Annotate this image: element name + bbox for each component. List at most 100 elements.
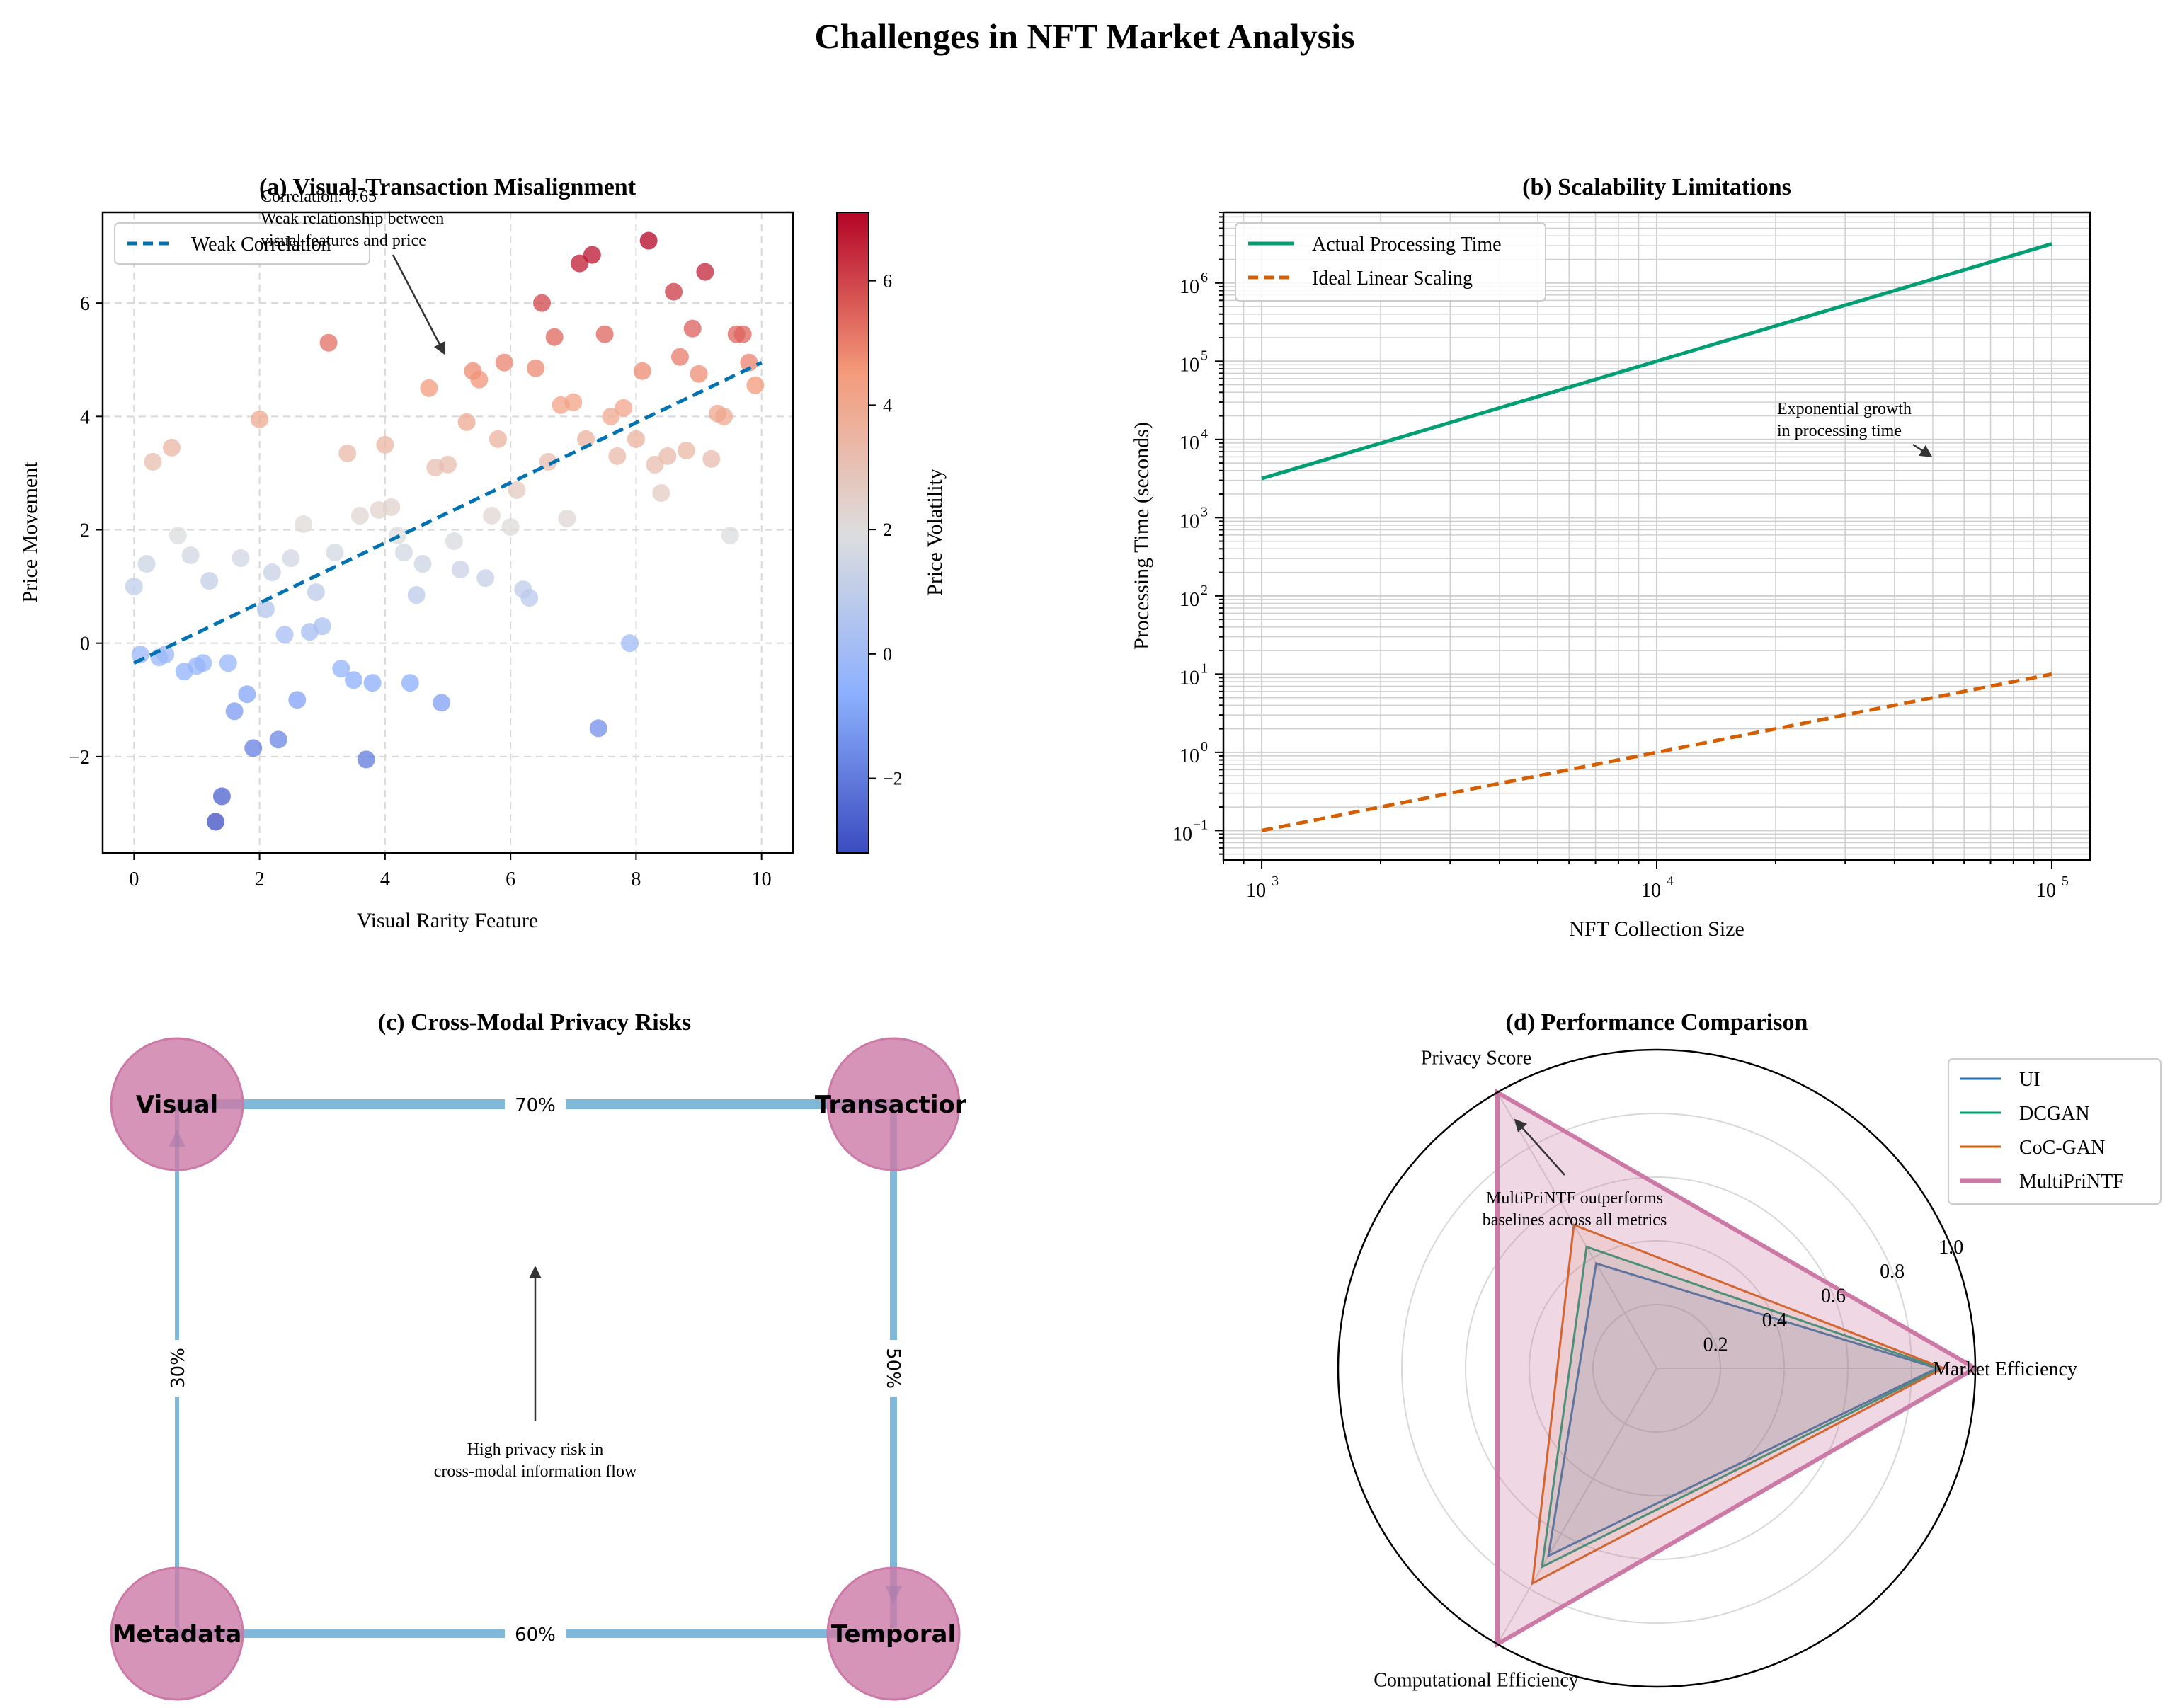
scatter-point bbox=[639, 231, 658, 250]
panel-b-ytick-exp-1: 0 bbox=[1201, 739, 1208, 755]
colorbar-tick-label-2: 2 bbox=[883, 520, 892, 540]
panel-d: (d) Performance Comparison 0.2 0.4 0.6 0.8 1… bbox=[1337, 1009, 2162, 1692]
panel-d-legend-label-3: CoC-GAN bbox=[2019, 1137, 2105, 1159]
scatter-point bbox=[690, 365, 708, 383]
panel-b-xtick-label-2: 10 bbox=[2036, 880, 2056, 902]
panel-b-ytick-exp-6: 5 bbox=[1201, 348, 1208, 363]
panel-a-ytick-label-4: 6 bbox=[80, 293, 90, 315]
panel-a-legend-box bbox=[114, 222, 370, 265]
radar-rtick-label-3: 0.8 bbox=[1880, 1261, 1905, 1283]
panel-b-xtick-label-0: 10 bbox=[1246, 880, 1266, 902]
scatter-point bbox=[163, 438, 181, 457]
panel-b-annotation-arrow bbox=[1912, 443, 1933, 458]
panel-b-grid bbox=[1223, 212, 2090, 860]
panel-d-legend-box bbox=[1948, 1058, 2162, 1205]
radar-rtick-label-4: 1.0 bbox=[1938, 1237, 1963, 1259]
radar-rtick-label-2: 0.6 bbox=[1821, 1285, 1846, 1307]
scatter-point bbox=[288, 691, 307, 709]
radar-fill-1 bbox=[1542, 1246, 1941, 1567]
radar-axis-label-2: Computational Efficiency bbox=[1374, 1670, 1579, 1692]
panel-b-annotation-line-1: Exponential growth bbox=[1777, 400, 1912, 418]
panel-a-annotation-line-1: Correlation: 0.65 bbox=[261, 188, 377, 206]
scatter-point bbox=[212, 787, 231, 806]
colorbar-ticks: −2 0 2 4 6 bbox=[869, 271, 903, 789]
panel-a-ytick-label-3: 4 bbox=[80, 406, 90, 428]
scatter-point bbox=[275, 626, 294, 644]
panel-a-legend-label: Weak Correlation bbox=[191, 234, 331, 256]
panel-b-legend: Actual Processing Time Ideal Linear Scal… bbox=[1235, 222, 1546, 302]
panel-c-annotation: High privacy risk in cross-modal informa… bbox=[434, 1266, 637, 1481]
colorbar-tick-label-1: 0 bbox=[883, 644, 892, 665]
scatter-point bbox=[219, 654, 237, 672]
panel-d-outer-circle bbox=[1337, 1048, 1977, 1688]
panel-a-xtick-label-1: 2 bbox=[255, 869, 265, 890]
scatter-point bbox=[646, 455, 664, 474]
node-temporal-label: Temporal bbox=[831, 1620, 956, 1649]
scatter-point bbox=[420, 379, 438, 397]
panel-d-annotation-line-2: baselines across all metrics bbox=[1483, 1211, 1667, 1230]
panel-b-lines bbox=[1261, 242, 2052, 832]
scatter-point bbox=[332, 660, 350, 678]
node-transaction-label: Transaction bbox=[815, 1091, 972, 1119]
scatter-point bbox=[457, 413, 476, 431]
panel-d-annotation: MultiPriNTF outperforms baselines across… bbox=[1483, 1118, 1667, 1230]
scatter-point bbox=[595, 325, 614, 343]
scatter-point bbox=[539, 452, 557, 471]
scatter-point bbox=[696, 263, 714, 281]
panel-b-xlabel: NFT Collection Size bbox=[1569, 917, 1744, 941]
scatter-point bbox=[520, 589, 539, 607]
panel-a-annotation: Correlation: 0.65 Weak relationship betw… bbox=[261, 188, 446, 355]
panel-a-annotation-arrow bbox=[392, 254, 446, 355]
panel-d-title: (d) Performance Comparison bbox=[1506, 1009, 1808, 1036]
scatter-point bbox=[715, 407, 733, 425]
colorbar-tick-label-0: −2 bbox=[883, 769, 903, 789]
radar-spoke-1 bbox=[1497, 1091, 1657, 1369]
scatter-point bbox=[125, 578, 143, 596]
scatter-point bbox=[558, 509, 576, 527]
scatter-point bbox=[495, 353, 513, 372]
panel-c-annotation-line-1: High privacy risk in bbox=[467, 1440, 604, 1459]
scatter-point bbox=[677, 441, 695, 459]
panel-b-ytick-exp-7: 6 bbox=[1201, 270, 1208, 285]
panel-a-xtick-label-3: 6 bbox=[506, 869, 515, 890]
panel-b-ytick-label-2: 10 bbox=[1180, 667, 1199, 689]
panel-b-ytick-exp-4: 3 bbox=[1201, 504, 1208, 520]
scatter-point bbox=[307, 583, 325, 602]
scatter-point bbox=[583, 246, 601, 264]
panel-d-legend: UI DCGAN CoC-GAN MultiPriNTF bbox=[1948, 1058, 2162, 1205]
scatter-point bbox=[470, 370, 489, 389]
panel-d-series bbox=[1495, 1089, 1980, 1648]
panel-b-ytick-label-5: 10 bbox=[1180, 432, 1199, 454]
scatter-point bbox=[394, 544, 413, 562]
edge-label-70: 70% bbox=[515, 1095, 556, 1116]
panel-a-frame bbox=[101, 211, 794, 854]
panel-c: (c) Cross-Modal Privacy Risks 70% 60% 30… bbox=[110, 1009, 972, 1701]
scatter-point bbox=[357, 750, 375, 769]
scatter-point bbox=[508, 481, 526, 499]
panel-a-xtick-label-2: 4 bbox=[380, 869, 390, 890]
panel-b-xtick-exp-0: 3 bbox=[1272, 873, 1279, 889]
panel-b-legend-label-2: Ideal Linear Scaling bbox=[1312, 268, 1473, 290]
scatter-point bbox=[615, 399, 633, 417]
panel-b-xtick-label-1: 10 bbox=[1641, 880, 1661, 902]
scatter-point bbox=[652, 483, 670, 502]
scatter-point bbox=[621, 634, 639, 653]
panel-b-ytick-label-0: 10 bbox=[1172, 823, 1192, 845]
scatter-point bbox=[439, 455, 457, 474]
scatter-point bbox=[194, 654, 212, 672]
panel-b-ytick-exp-3: 2 bbox=[1201, 583, 1208, 598]
scatter-point bbox=[665, 282, 683, 301]
panel-c-edge-labels: 70% 60% 30% 50% bbox=[164, 1091, 906, 1646]
panel-b-title: (b) Scalability Limitations bbox=[1522, 174, 1791, 200]
panel-d-annotation-line-1: MultiPriNTF outperforms bbox=[1486, 1189, 1663, 1208]
radar-fill-3 bbox=[1497, 1092, 1975, 1644]
panel-b-legend-box bbox=[1235, 222, 1546, 302]
scatter-point bbox=[137, 555, 156, 573]
scatter-point bbox=[413, 555, 432, 573]
scatter-point bbox=[144, 452, 162, 471]
panel-b-ytick-label-7: 10 bbox=[1180, 276, 1199, 298]
edge-label-50: 50% bbox=[882, 1348, 903, 1389]
scatter-point bbox=[501, 517, 520, 536]
scatter-point bbox=[256, 600, 275, 619]
edge-label-bg-50 bbox=[881, 1340, 906, 1397]
